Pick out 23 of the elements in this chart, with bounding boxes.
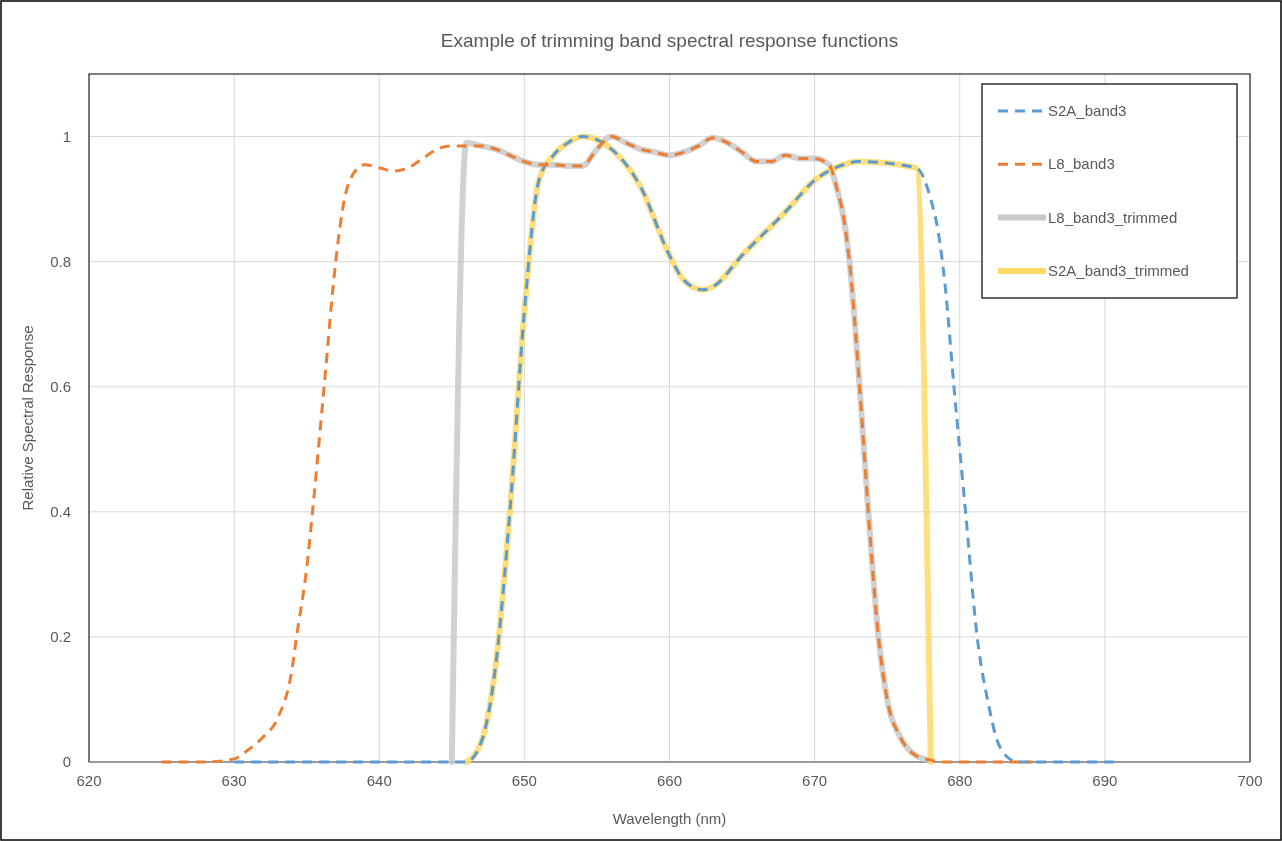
x-tick-label: 650 — [511, 772, 537, 789]
legend-label: S2A_band3_trimmed — [1048, 261, 1189, 279]
x-tick-label: 620 — [76, 772, 102, 789]
y-tick-label: 0.4 — [50, 502, 71, 520]
x-tick-label: 640 — [366, 772, 392, 789]
x-tick-label: 700 — [1237, 772, 1263, 789]
legend-label: L8_band3 — [1048, 155, 1115, 173]
x-tick-label: 660 — [656, 772, 683, 789]
legend-label: L8_band3_trimmed — [1048, 208, 1178, 226]
x-tick-label: 690 — [1092, 772, 1118, 789]
y-tick-label: 0.2 — [50, 627, 71, 645]
legend-label: S2A_band3 — [1048, 102, 1127, 119]
x-tick-label: 630 — [221, 772, 247, 789]
y-tick-label: 0.8 — [50, 252, 71, 270]
y-tick-label: 0.6 — [50, 377, 71, 395]
x-tick-label: 670 — [802, 772, 828, 789]
y-tick-label: 1 — [62, 127, 71, 145]
y-axis-title: Relative Spectral Response — [19, 325, 36, 511]
x-tick-label: 680 — [947, 772, 973, 789]
x-axis-title: Wavelength (nm) — [612, 810, 727, 827]
line-series — [160, 135, 1034, 764]
y-tick-label: 0 — [62, 753, 71, 770]
chart-title: Example of trimming band spectral response functions — [440, 30, 899, 51]
